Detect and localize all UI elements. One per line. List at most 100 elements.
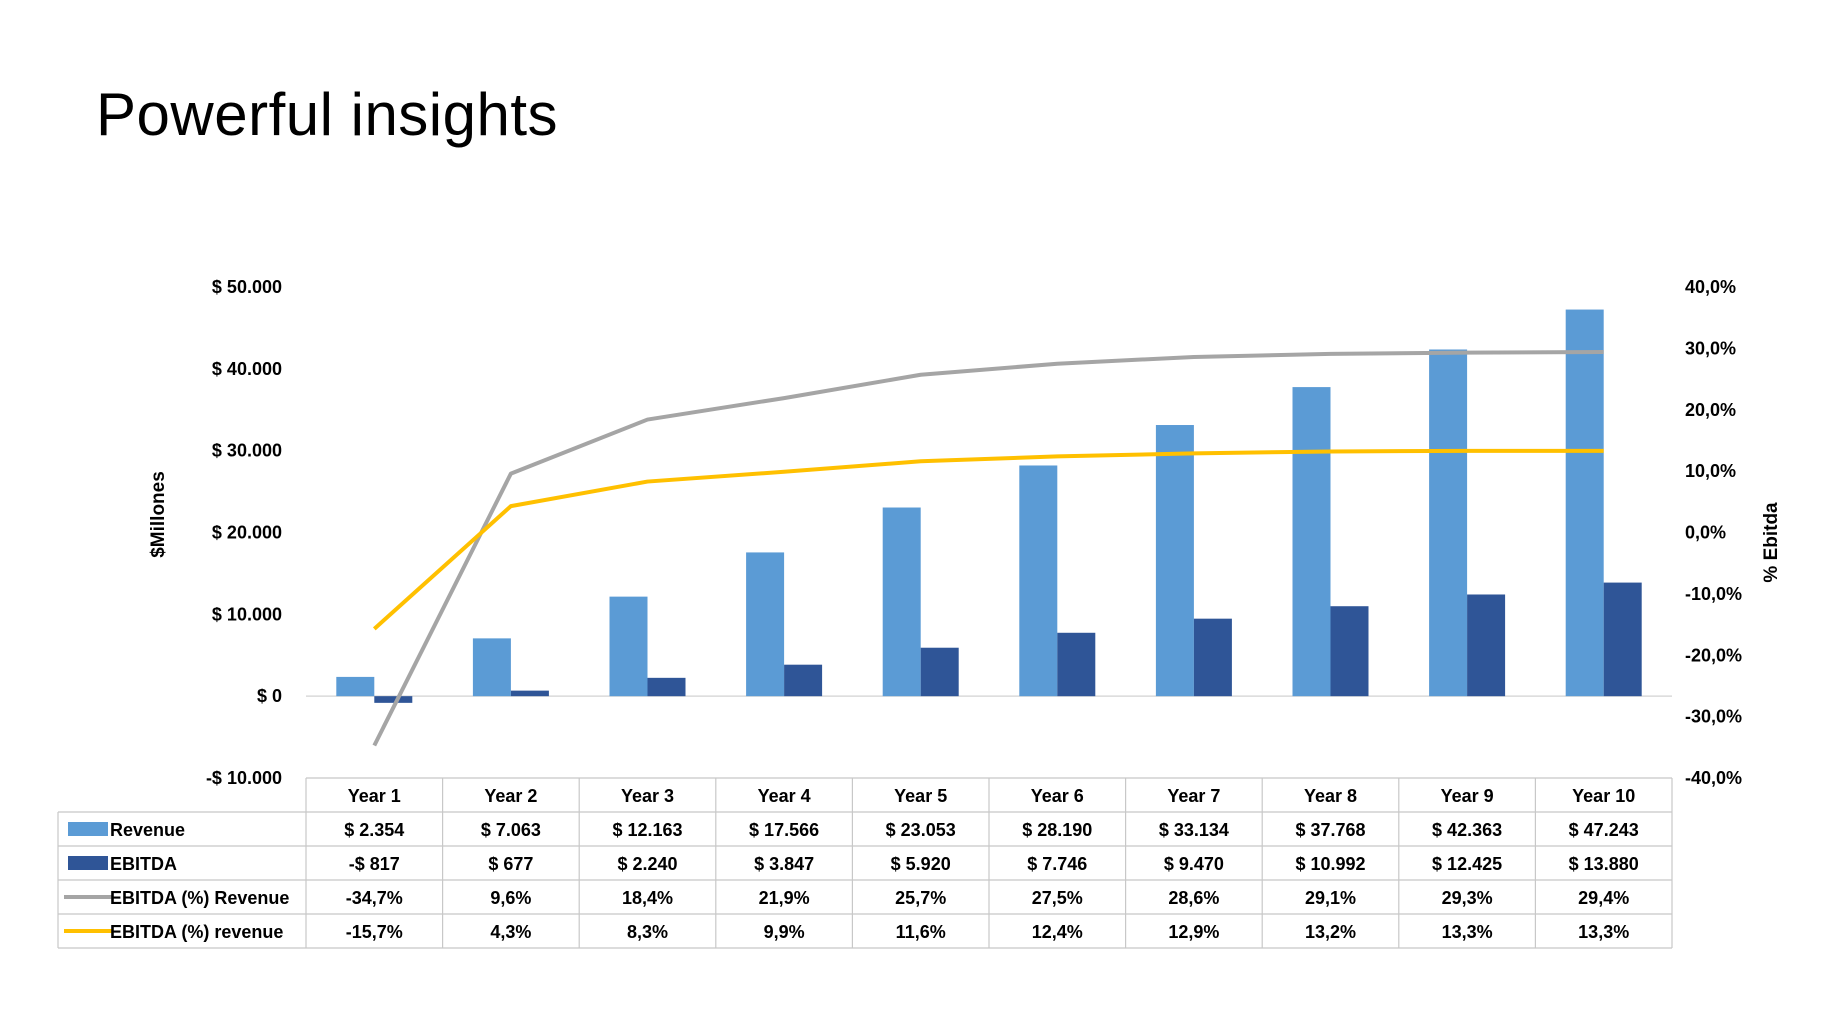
ebitda-bar <box>1330 606 1369 697</box>
revenue-bar <box>882 507 921 697</box>
revenue-bar <box>609 596 648 697</box>
ebitda-bar <box>510 690 549 697</box>
category-label: Year 6 <box>1031 786 1084 806</box>
y-axis-title: $Millones <box>148 471 169 558</box>
line-series-group <box>372 350 1604 747</box>
category-label: Year 3 <box>621 786 674 806</box>
ebitda-bar <box>1603 582 1642 697</box>
y2-tick-label: 10,0% <box>1685 461 1736 481</box>
table-cell-value: $ 33.134 <box>1159 820 1229 840</box>
table-cell-value: 12,9% <box>1168 922 1219 942</box>
y-tick-label: $ 0 <box>257 686 282 706</box>
table-cell-value: $ 9.470 <box>1164 854 1224 874</box>
ebitda-bar <box>920 647 959 697</box>
category-label: Year 1 <box>348 786 401 806</box>
ebitda-bar <box>374 696 413 703</box>
y-tick-label: $ 30.000 <box>212 441 282 461</box>
revenue-bar <box>472 638 511 697</box>
y-tick-label: $ 10.000 <box>212 604 282 624</box>
category-label: Year 8 <box>1304 786 1357 806</box>
ebitda-bar <box>647 677 686 697</box>
y2-axis-title: % Ebitda <box>1761 502 1782 583</box>
category-label: Year 10 <box>1572 786 1635 806</box>
table-cell-value: $ 17.566 <box>749 820 819 840</box>
table-cell-value: $ 2.354 <box>344 820 404 840</box>
table-cell-value: 28,6% <box>1168 888 1219 908</box>
revenue-bar <box>1019 465 1058 697</box>
table-cell-value: $ 37.768 <box>1295 820 1365 840</box>
page-title: Powerful insights <box>96 81 559 148</box>
category-label: Year 9 <box>1441 786 1494 806</box>
category-label: Year 7 <box>1167 786 1220 806</box>
category-label: Year 5 <box>894 786 947 806</box>
table-cell-value: 13,3% <box>1578 922 1629 942</box>
table-cell-value: $ 2.240 <box>617 854 677 874</box>
table-cell-value: 18,4% <box>622 888 673 908</box>
table-cell-value: 29,1% <box>1305 888 1356 908</box>
table-cell-value: -$ 817 <box>349 854 400 874</box>
y-tick-label: $ 40.000 <box>212 359 282 379</box>
legend-key-bar <box>68 856 108 870</box>
ebitda-pct-yellow-line <box>372 448 1604 631</box>
ebitda-bar <box>784 664 823 697</box>
ebitda-bar <box>1057 632 1096 697</box>
table-cell-value: $ 677 <box>488 854 533 874</box>
y2-tick-label: 20,0% <box>1685 400 1736 420</box>
table-cell-value: 9,9% <box>764 922 805 942</box>
revenue-bar <box>746 552 785 697</box>
table-cell-value: 11,6% <box>896 922 946 942</box>
table-cell-value: $ 42.363 <box>1432 820 1502 840</box>
ebitda-bar <box>1467 594 1506 697</box>
series-name: EBITDA <box>110 854 177 874</box>
table-cell-value: 12,4% <box>1032 922 1083 942</box>
table-cell-value: 29,3% <box>1442 888 1493 908</box>
series-name: EBITDA (%) Revenue <box>110 888 289 908</box>
revenue-bar <box>1292 387 1331 697</box>
table-cell-value: $ 28.190 <box>1022 820 1092 840</box>
series-name: Revenue <box>110 820 185 840</box>
ebitda-bar <box>1193 618 1232 697</box>
data-table: Year 1 Year 2 Year 3 Year 4 Year 5 Year 6 Year… <box>57 777 1673 949</box>
series-name: EBITDA (%) revenue <box>110 922 283 942</box>
y-tick-label: -$ 10.000 <box>206 768 282 788</box>
bar-series-group <box>336 309 1642 703</box>
table-cell-value: $ 3.847 <box>754 854 814 874</box>
revenue-bar <box>336 676 375 697</box>
table-cell-value: $ 12.425 <box>1432 854 1502 874</box>
table-cell-value: $ 12.163 <box>612 820 682 840</box>
table-cell-value: 8,3% <box>627 922 668 942</box>
table-cell-value: -15,7% <box>346 922 403 942</box>
category-label: Year 2 <box>484 786 537 806</box>
y2-tick-label: -20,0% <box>1685 645 1742 665</box>
category-label: Year 4 <box>758 786 811 806</box>
table-cell-value: 4,3% <box>490 922 531 942</box>
table-cell-value: 29,4% <box>1578 888 1629 908</box>
y2-tick-label: 0,0% <box>1685 523 1726 543</box>
revenue-bar <box>1565 309 1604 697</box>
chart-axes: $ 50.000 $ 40.000 $ 30.000 $ 20.000 $ 10.000… <box>148 277 1782 788</box>
table-cell-value: 27,5% <box>1032 888 1083 908</box>
table-cell-value: 13,3% <box>1442 922 1493 942</box>
table-cell-value: $ 23.053 <box>886 820 956 840</box>
y2-tick-label: 30,0% <box>1685 338 1736 358</box>
ebitda-pct-gray-line <box>372 350 1604 747</box>
y-tick-label: $ 50.000 <box>212 277 282 297</box>
table-cell-value: $ 47.243 <box>1569 820 1639 840</box>
table-cell-value: $ 5.920 <box>891 854 951 874</box>
table-cell-value: $ 7.746 <box>1027 854 1087 874</box>
table-cell-value: 21,9% <box>759 888 810 908</box>
revenue-bar <box>1155 425 1194 697</box>
y2-tick-label: 40,0% <box>1685 277 1736 297</box>
table-cell-value: $ 10.992 <box>1295 854 1365 874</box>
table-cell-value: 9,6% <box>490 888 531 908</box>
legend-key-bar <box>68 822 108 836</box>
table-cell-value: -34,7% <box>346 888 403 908</box>
y2-tick-label: -30,0% <box>1685 707 1742 727</box>
table-cell-value: $ 13.880 <box>1569 854 1639 874</box>
table-cell-value: 13,2% <box>1305 922 1356 942</box>
y2-tick-label: -40,0% <box>1685 768 1742 788</box>
table-cell-value: 25,7% <box>895 888 946 908</box>
y-tick-label: $ 20.000 <box>212 523 282 543</box>
revenue-bar <box>1429 349 1468 697</box>
